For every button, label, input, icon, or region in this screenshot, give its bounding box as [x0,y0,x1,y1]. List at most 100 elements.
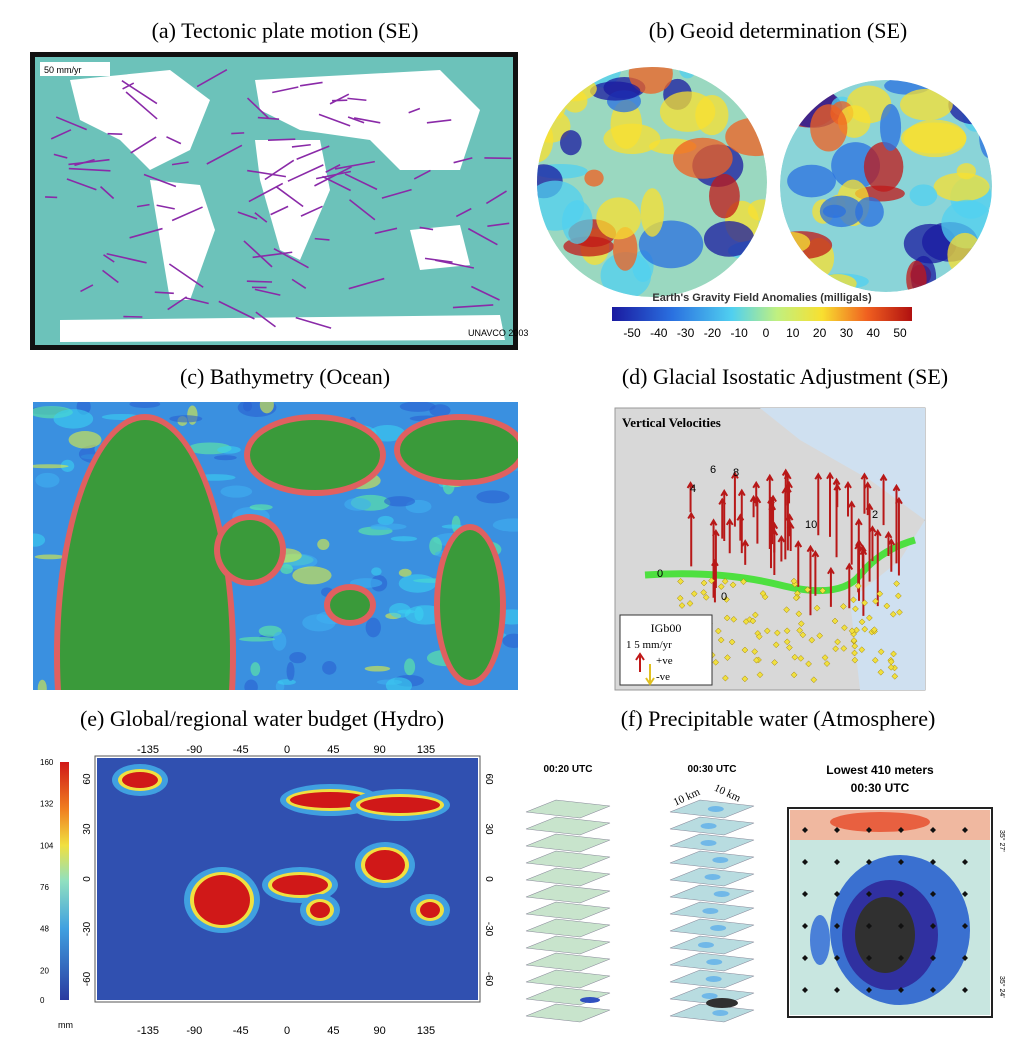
depth [476,490,510,504]
anomaly [551,76,597,102]
arrow [136,203,150,208]
station [898,859,904,865]
colorbar-label: Earth's Gravity Field Anomalies (milliga… [652,292,872,304]
down-marker [729,581,737,589]
arrow [254,212,268,223]
anomaly [600,252,652,297]
depth [242,402,253,412]
up-arrow [863,481,872,516]
down-marker [797,655,805,662]
down-marker [677,578,684,585]
down-marker [831,617,839,625]
lon-tick: 45 [327,744,339,756]
layer [525,952,611,972]
down-marker [853,626,860,634]
arrow [168,263,204,288]
down-marker [797,620,805,628]
layer [525,969,611,989]
lat-tick: 60 [82,773,93,785]
lon-tick: 0 [284,1025,290,1037]
station [834,827,840,833]
down-marker [740,578,747,586]
depth [220,485,253,498]
down-marker [813,604,821,612]
precip-map [790,810,990,1015]
down-marker [883,602,891,610]
up-arrow [827,566,835,607]
down-marker [823,660,831,667]
arrow [296,145,330,161]
depth [429,404,451,417]
down-marker [730,616,738,623]
down-marker [783,638,791,646]
depth [289,651,307,664]
anomaly [933,172,990,202]
contour-label: 8 [733,467,739,479]
arrow [287,164,324,182]
moisture [712,857,729,863]
colorbar-tick: 0 [40,996,45,1005]
moisture [705,976,722,982]
colorbar [612,307,912,321]
station [834,859,840,865]
up-arrow [784,485,792,551]
moisture [697,942,714,948]
scale-box [40,62,110,76]
depth [429,537,443,556]
arrow [267,138,296,141]
stack-time: 00:30 UTC [688,764,737,775]
anomaly [899,88,953,121]
depth [414,606,424,621]
arrow [408,107,421,114]
colorbar-tick: -30 [677,326,695,340]
station [898,955,904,961]
down-marker [851,649,858,657]
anomaly [628,67,673,94]
colorbar-tick: 50 [893,326,907,340]
arrow [103,254,115,263]
anomaly [979,114,992,158]
moisture [704,874,721,880]
arrow [100,186,115,200]
figure-art [30,52,993,1023]
arrow [270,205,289,216]
lat-tick: 0 [483,876,494,882]
lon-tick: 45 [327,1025,339,1037]
down-marker [816,632,824,640]
depth [280,564,293,575]
credit: UNAVCO 2003 [468,328,528,338]
motion-arrows [45,69,512,329]
anomaly [709,173,740,219]
colorbar-tick: 160 [40,758,54,767]
arrow [413,169,431,180]
down-marker [805,660,812,668]
depth [244,679,258,690]
layer [525,867,611,887]
depth [384,496,416,507]
arrow [129,227,163,239]
moisture [702,908,719,914]
layer [525,901,611,921]
station [962,891,968,897]
down-marker [894,592,902,600]
down-marker [773,629,781,637]
anomaly [584,169,604,187]
arrow [231,132,245,135]
lat-tick: -30 [82,921,93,936]
lat-tick: 30 [82,823,93,835]
arrow [314,237,330,241]
arrow [419,226,434,231]
arrow [237,211,258,220]
down-marker [850,637,858,644]
panel-title: (f) Precipitable water (Atmosphere) [621,706,936,731]
anomaly [758,67,767,81]
down-marker [834,638,841,646]
depth [492,518,518,532]
up-arrow [686,481,695,513]
anomaly [956,163,976,180]
panel-title: (e) Global/regional water budget (Hydro) [80,706,444,731]
lat-tick: 35° 27' [998,830,1006,852]
anomaly [672,137,733,179]
arrow [68,158,110,166]
arrow [299,81,323,87]
